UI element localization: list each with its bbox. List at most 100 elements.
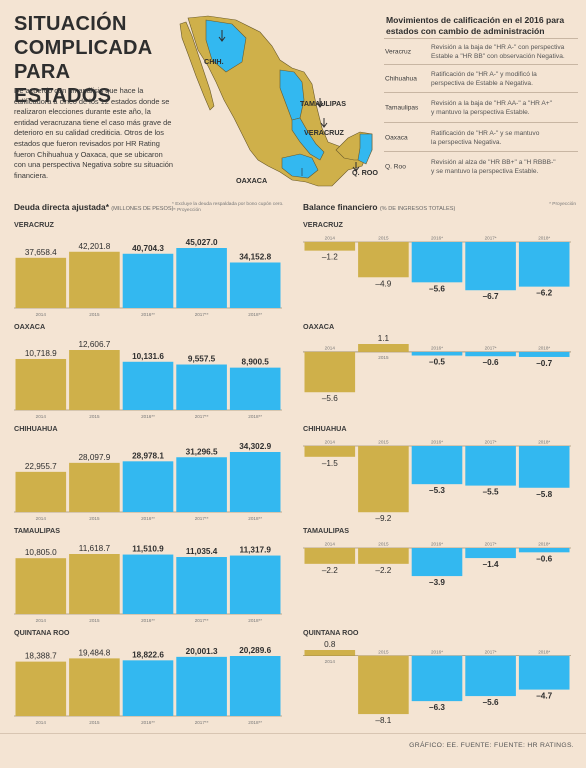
bar — [518, 351, 570, 357]
arrow-icon — [316, 98, 324, 108]
rating-line: la perspectiva Negativa. — [431, 138, 502, 146]
data-label: 18,822.6 — [132, 650, 164, 659]
bar — [465, 351, 516, 357]
rating-row: Tamaulipas Revisión a la baja de "HR AA-"… — [384, 92, 578, 123]
chart-title: VERACRUZ — [303, 220, 343, 229]
data-label: 40,704.3 — [132, 244, 164, 253]
mexico-map: CHIH. TAMAULIPAS VERACRUZ OAXACA Q. ROO — [176, 10, 378, 190]
data-label: 1.1 — [378, 334, 390, 343]
debt-note-2: ** Proyección — [172, 208, 201, 213]
data-label: 28,978.1 — [132, 451, 164, 460]
rating-description: Revisión al alza de "HR BB+" a "H RBBB-"… — [431, 158, 577, 176]
tick-label: 2015 — [378, 236, 389, 241]
tick-label: 2016* — [431, 236, 443, 241]
tick-label: 2016* — [431, 542, 443, 547]
tick-label: 2018* — [538, 440, 550, 445]
bar — [69, 350, 120, 410]
bar — [15, 558, 67, 614]
bar-chart: 18,388.7 2014 19,484.8 2015 18,822.6 2016** 20… — [14, 646, 282, 725]
bar — [122, 660, 174, 716]
bar — [411, 351, 463, 356]
data-label: 28,097.9 — [78, 453, 110, 462]
bar-chart: 2014 –5.6 2015 1.1 2016* –0.5 2017* –0.6 2018* –0… — [303, 334, 571, 403]
data-label: –1.2 — [322, 253, 338, 262]
bar — [518, 242, 570, 287]
map-chihuahua — [205, 19, 247, 73]
tick-label: 2014 — [36, 312, 47, 317]
bar — [176, 656, 227, 716]
data-label: –5.6 — [483, 698, 499, 707]
data-label: 0.8 — [324, 640, 336, 649]
rating-state: Q. Roo — [385, 163, 406, 171]
tick-label: 2014 — [36, 516, 47, 521]
map-label-qroo: Q. ROO — [352, 168, 378, 177]
tick-label: 2017* — [485, 542, 497, 547]
tick-label: 2018* — [538, 345, 550, 350]
map-label-chih: CHIH. — [204, 57, 224, 66]
tick-label: 2018** — [248, 618, 262, 623]
data-label: 11,035.4 — [186, 547, 218, 556]
rating-row: Q. Roo Revisión al alza de "HR BB+" a "H … — [384, 151, 578, 182]
chart-title: CHIHUAHUA — [14, 424, 58, 433]
data-label: 8,900.5 — [242, 358, 270, 367]
bar — [411, 242, 463, 283]
tick-label: 2014 — [325, 542, 336, 547]
rating-line: Ratificación de "HR A-" y se mantuvo — [431, 129, 540, 137]
map-baja — [179, 21, 215, 111]
tick-label: 2018* — [538, 649, 550, 654]
tick-label: 2015 — [89, 720, 100, 725]
mexico-map-svg — [179, 15, 373, 187]
arrow-icon — [320, 118, 328, 128]
tick-label: 2018* — [538, 542, 550, 547]
data-label: –4.7 — [536, 692, 552, 701]
bar-chart: 2014 0.8 2015 –8.1 2016* –6.3 2017* –5.6 2018* –4… — [303, 640, 571, 725]
tick-label: 2017* — [485, 345, 497, 350]
bar — [465, 655, 516, 697]
tick-label: 2017* — [485, 649, 497, 654]
data-label: –8.1 — [375, 716, 391, 725]
chart-title: VERACRUZ — [14, 220, 54, 229]
tick-label: 2017** — [195, 516, 209, 521]
data-label: 11,510.9 — [132, 545, 164, 554]
data-label: 10,805.0 — [25, 548, 57, 557]
bar — [122, 554, 174, 614]
tick-label: 2016** — [141, 720, 155, 725]
data-label: –0.7 — [536, 359, 552, 368]
bar — [122, 253, 174, 308]
data-label: 34,302.9 — [239, 442, 271, 451]
bar — [358, 548, 409, 564]
data-label: 37,658.4 — [25, 248, 57, 257]
bar — [229, 367, 281, 410]
rating-state: Tamaulipas — [385, 104, 419, 112]
rating-description: Ratificación de "HR A-" y modificó la per… — [431, 70, 577, 88]
data-label: 10,131.6 — [132, 352, 164, 361]
chart-title: OAXACA — [303, 322, 335, 331]
tick-label: 2014 — [325, 345, 336, 350]
bar-chart: 37,658.4 2014 42,201.8 2015 40,704.3 2016** 45… — [14, 238, 282, 317]
bar — [15, 471, 67, 512]
bar-chart: 2014 –2.2 2015 –2.2 2016* –3.9 2017* –1.4 2018* –… — [303, 542, 571, 587]
data-label: –6.2 — [536, 289, 552, 298]
data-label: 10,718.9 — [25, 349, 57, 358]
tick-label: 2016** — [141, 618, 155, 623]
footer-credit: GRÁFICO: EE. FUENTE: FUENTE: HR RATINGS. — [409, 742, 574, 749]
tick-label: 2015 — [378, 649, 389, 654]
data-label: –0.6 — [483, 358, 499, 367]
balance-title: Balance financiero — [303, 202, 378, 212]
chart-title: OAXACA — [14, 322, 46, 331]
tick-label: 2018* — [538, 236, 550, 241]
data-label: –5.6 — [322, 394, 338, 403]
tick-label: 2016* — [431, 440, 443, 445]
bar — [69, 658, 120, 716]
rating-line: y se mantuvo la perspectiva Estable. — [431, 168, 539, 175]
tick-label: 2015 — [89, 312, 100, 317]
rating-description: Ratificación de "HR A-" y se mantuvo la p… — [431, 129, 577, 147]
bar — [69, 554, 120, 614]
bar — [465, 242, 516, 291]
bar — [176, 364, 227, 410]
ratings-title: Movimientos de calificación en el 2016 p… — [386, 15, 565, 36]
bar — [465, 446, 516, 486]
data-label: –9.2 — [375, 514, 391, 523]
bar — [176, 457, 227, 512]
data-label: 18,388.7 — [25, 652, 57, 661]
